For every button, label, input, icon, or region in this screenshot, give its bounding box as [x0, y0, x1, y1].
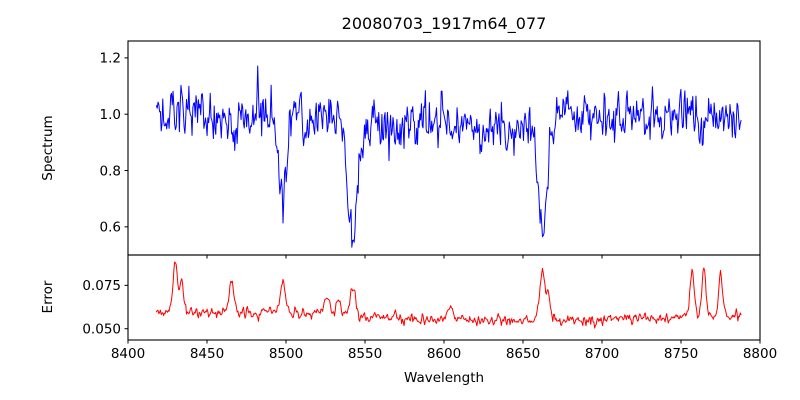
y-tick-label: 1.2 — [100, 51, 121, 67]
spectrum-panel: 0.6 0.8 1.0 1.2 Spectrum — [40, 40, 761, 259]
x-tick-label: 8550 — [348, 346, 382, 362]
spectrum-y-axis-label: Spectrum — [40, 115, 56, 180]
y-tick-label: 0.050 — [82, 322, 121, 338]
spectrum-axes-frame — [127, 40, 761, 256]
error-x-tick-group: 8400 8450 8500 8550 8600 8650 8700 8750 8800 — [111, 340, 777, 362]
x-tick-label: 8650 — [506, 346, 540, 362]
error-axes-frame — [127, 254, 761, 341]
spectrum-y-tick-group: 0.6 0.8 1.0 1.2 — [100, 51, 128, 236]
error-data-line — [155, 261, 742, 329]
x-tick-label: 8450 — [190, 346, 224, 362]
page-title: 20080703_1917m64_077 — [342, 14, 547, 34]
x-tick-label: 8800 — [743, 346, 777, 362]
x-tick-label: 8400 — [111, 346, 145, 362]
x-tick-label: 8750 — [664, 346, 698, 362]
x-axis-label: Wavelength — [404, 370, 484, 386]
y-tick-label: 0.075 — [82, 278, 121, 294]
x-tick-label: 8700 — [585, 346, 619, 362]
y-tick-label: 0.8 — [100, 163, 121, 179]
y-tick-label: 1.0 — [100, 107, 121, 123]
x-tick-label: 8600 — [427, 346, 461, 362]
error-y-tick-group: 0.050 0.075 — [82, 278, 128, 338]
x-tick-label: 8500 — [269, 346, 303, 362]
spectrum-data-line — [155, 65, 742, 248]
error-y-axis-label: Error — [40, 280, 56, 313]
y-tick-label: 0.6 — [100, 220, 121, 236]
